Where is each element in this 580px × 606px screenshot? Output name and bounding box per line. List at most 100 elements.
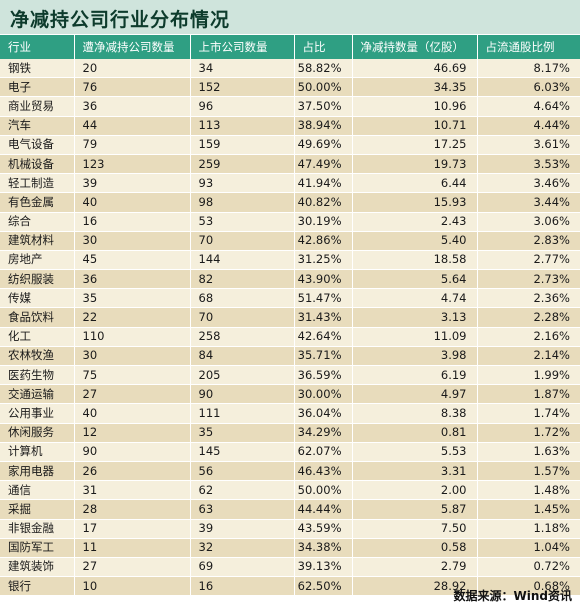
cell-listed-count: 82 xyxy=(190,269,295,290)
table-row: 综合 16 53 30.19% 2.43 3.06% xyxy=(0,212,580,232)
cell-float-ratio: 2.73% xyxy=(477,269,580,290)
cell-industry: 传媒 xyxy=(0,288,75,309)
cell-net-reduction: 46.69 xyxy=(352,59,478,79)
table-row: 农林牧渔 30 84 35.71% 3.98 2.14% xyxy=(0,346,580,367)
header-net-reduction: 净减持数量（亿股） xyxy=(352,35,478,59)
cell-ratio: 46.43% xyxy=(294,461,353,482)
cell-listed-count: 56 xyxy=(190,461,295,482)
cell-net-reduction: 11.09 xyxy=(352,327,478,347)
cell-reduced-count: 30 xyxy=(74,231,191,251)
cell-float-ratio: 2.83% xyxy=(477,231,580,251)
table-row: 钢铁 20 34 58.82% 46.69 8.17% xyxy=(0,59,580,79)
cell-industry: 国防军工 xyxy=(0,538,75,558)
cell-net-reduction: 8.38 xyxy=(352,403,478,424)
cell-listed-count: 53 xyxy=(190,212,295,232)
table-row: 公用事业 40 111 36.04% 8.38 1.74% xyxy=(0,403,580,424)
cell-net-reduction: 6.19 xyxy=(352,365,478,386)
cell-reduced-count: 90 xyxy=(74,442,191,462)
cell-reduced-count: 76 xyxy=(74,77,191,98)
cell-float-ratio: 8.17% xyxy=(477,59,580,79)
cell-listed-count: 32 xyxy=(190,538,295,558)
cell-ratio: 35.71% xyxy=(294,346,353,367)
cell-net-reduction: 18.58 xyxy=(352,250,478,271)
cell-float-ratio: 1.74% xyxy=(477,403,580,424)
cell-listed-count: 113 xyxy=(190,116,295,136)
cell-ratio: 43.90% xyxy=(294,269,353,290)
table-row: 商业贸易 36 96 37.50% 10.96 4.64% xyxy=(0,96,580,117)
table-row: 采掘 28 63 44.44% 5.87 1.45% xyxy=(0,499,580,520)
cell-listed-count: 111 xyxy=(190,403,295,424)
cell-net-reduction: 4.74 xyxy=(352,288,478,309)
cell-listed-count: 34 xyxy=(190,59,295,79)
cell-float-ratio: 2.77% xyxy=(477,250,580,271)
cell-net-reduction: 7.50 xyxy=(352,519,478,539)
cell-reduced-count: 79 xyxy=(74,135,191,155)
cell-listed-count: 84 xyxy=(190,346,295,367)
cell-listed-count: 90 xyxy=(190,384,295,405)
cell-net-reduction: 5.87 xyxy=(352,499,478,520)
cell-industry: 计算机 xyxy=(0,442,75,462)
cell-listed-count: 63 xyxy=(190,499,295,520)
cell-net-reduction: 4.97 xyxy=(352,384,478,405)
cell-listed-count: 205 xyxy=(190,365,295,386)
cell-industry: 建筑装饰 xyxy=(0,557,75,578)
cell-listed-count: 68 xyxy=(190,288,295,309)
cell-net-reduction: 2.43 xyxy=(352,212,478,232)
cell-ratio: 44.44% xyxy=(294,499,353,520)
cell-net-reduction: 10.71 xyxy=(352,116,478,136)
cell-ratio: 41.94% xyxy=(294,173,353,194)
cell-reduced-count: 20 xyxy=(74,59,191,79)
cell-ratio: 51.47% xyxy=(294,288,353,309)
table-row: 电气设备 79 159 49.69% 17.25 3.61% xyxy=(0,135,580,155)
cell-ratio: 62.50% xyxy=(294,576,353,597)
cell-float-ratio: 2.14% xyxy=(477,346,580,367)
cell-float-ratio: 1.63% xyxy=(477,442,580,462)
cell-net-reduction: 28.92 xyxy=(352,576,478,597)
industry-table: 行业 遭净减持公司数量 上市公司数量 占比 净减持数量（亿股） 占流通股比例 钢… xyxy=(0,35,580,597)
cell-industry: 房地产 xyxy=(0,250,75,271)
data-source: 数据来源：Wind资讯 xyxy=(453,589,572,603)
table-row: 机械设备 123 259 47.49% 19.73 3.53% xyxy=(0,154,580,175)
table-row: 国防军工 11 32 34.38% 0.58 1.04% xyxy=(0,538,580,558)
cell-ratio: 36.04% xyxy=(294,403,353,424)
cell-ratio: 62.07% xyxy=(294,442,353,462)
cell-net-reduction: 5.53 xyxy=(352,442,478,462)
header-float-ratio: 占流通股比例 xyxy=(477,35,580,59)
cell-reduced-count: 36 xyxy=(74,96,191,117)
cell-reduced-count: 11 xyxy=(74,538,191,558)
cell-net-reduction: 2.00 xyxy=(352,480,478,501)
cell-listed-count: 152 xyxy=(190,77,295,98)
table-row: 化工 110 258 42.64% 11.09 2.16% xyxy=(0,327,580,347)
table-row: 交通运输 27 90 30.00% 4.97 1.87% xyxy=(0,384,580,405)
cell-float-ratio: 2.36% xyxy=(477,288,580,309)
cell-ratio: 39.13% xyxy=(294,557,353,578)
cell-reduced-count: 27 xyxy=(74,384,191,405)
cell-industry: 医药生物 xyxy=(0,365,75,386)
cell-reduced-count: 27 xyxy=(74,557,191,578)
cell-reduced-count: 26 xyxy=(74,461,191,482)
cell-net-reduction: 3.13 xyxy=(352,307,478,328)
cell-listed-count: 69 xyxy=(190,557,295,578)
table-row: 计算机 90 145 62.07% 5.53 1.63% xyxy=(0,442,580,462)
header-listed-count: 上市公司数量 xyxy=(190,35,295,59)
cell-float-ratio: 2.28% xyxy=(477,307,580,328)
header-row: 行业 遭净减持公司数量 上市公司数量 占比 净减持数量（亿股） 占流通股比例 xyxy=(0,35,580,59)
cell-float-ratio: 1.18% xyxy=(477,519,580,539)
cell-reduced-count: 39 xyxy=(74,173,191,194)
cell-float-ratio: 3.46% xyxy=(477,173,580,194)
title-bar: 净减持公司行业分布情况 xyxy=(0,0,580,34)
cell-reduced-count: 17 xyxy=(74,519,191,539)
cell-net-reduction: 15.93 xyxy=(352,192,478,213)
table-row: 纺织服装 36 82 43.90% 5.64 2.73% xyxy=(0,269,580,290)
table-row: 家用电器 26 56 46.43% 3.31 1.57% xyxy=(0,461,580,482)
cell-listed-count: 70 xyxy=(190,231,295,251)
cell-net-reduction: 6.44 xyxy=(352,173,478,194)
cell-industry: 银行 xyxy=(0,576,75,597)
cell-ratio: 49.69% xyxy=(294,135,353,155)
cell-ratio: 36.59% xyxy=(294,365,353,386)
table-row: 传媒 35 68 51.47% 4.74 2.36% xyxy=(0,288,580,309)
cell-industry: 食品饮料 xyxy=(0,307,75,328)
cell-reduced-count: 123 xyxy=(74,154,191,175)
cell-float-ratio: 4.44% xyxy=(477,116,580,136)
cell-industry: 电气设备 xyxy=(0,135,75,155)
